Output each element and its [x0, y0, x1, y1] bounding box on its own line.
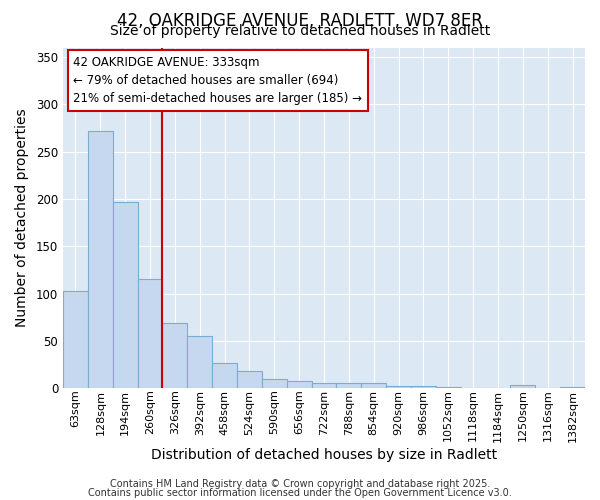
Bar: [163, 323, 187, 388]
Bar: [411, 386, 436, 388]
Bar: [262, 378, 287, 388]
Bar: [436, 387, 461, 388]
Bar: [187, 336, 212, 388]
Bar: [88, 131, 113, 388]
Bar: [212, 362, 237, 388]
Y-axis label: Number of detached properties: Number of detached properties: [15, 108, 29, 327]
Text: 42, OAKRIDGE AVENUE, RADLETT, WD7 8ER: 42, OAKRIDGE AVENUE, RADLETT, WD7 8ER: [117, 12, 483, 30]
Bar: [287, 380, 311, 388]
Text: Contains HM Land Registry data © Crown copyright and database right 2025.: Contains HM Land Registry data © Crown c…: [110, 479, 490, 489]
Bar: [386, 386, 411, 388]
Bar: [511, 386, 535, 388]
Bar: [63, 290, 88, 388]
Bar: [237, 371, 262, 388]
Bar: [113, 202, 137, 388]
Bar: [337, 384, 361, 388]
Bar: [311, 384, 337, 388]
Text: Size of property relative to detached houses in Radlett: Size of property relative to detached ho…: [110, 24, 490, 38]
Bar: [361, 384, 386, 388]
Text: Contains public sector information licensed under the Open Government Licence v3: Contains public sector information licen…: [88, 488, 512, 498]
Bar: [560, 387, 585, 388]
X-axis label: Distribution of detached houses by size in Radlett: Distribution of detached houses by size …: [151, 448, 497, 462]
Bar: [137, 280, 163, 388]
Text: 42 OAKRIDGE AVENUE: 333sqm
← 79% of detached houses are smaller (694)
21% of sem: 42 OAKRIDGE AVENUE: 333sqm ← 79% of deta…: [73, 56, 362, 105]
